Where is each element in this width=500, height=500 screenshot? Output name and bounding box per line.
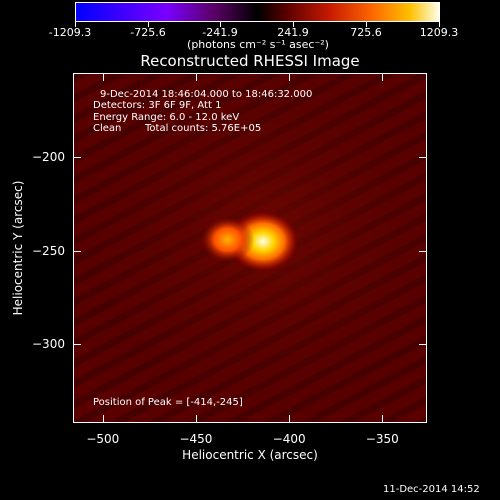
- x-tick-mark: [195, 415, 197, 423]
- colorbar-tick: [366, 22, 367, 27]
- y-tick-mark: [73, 344, 81, 346]
- colorbar-tick: [75, 22, 76, 27]
- y-tick-mark: [419, 157, 427, 159]
- colorbar-tick-label: 1209.3: [419, 26, 459, 39]
- colorbar-tick-label: -725.6: [130, 26, 166, 39]
- x-tick-mark: [195, 73, 197, 81]
- chart-title: Reconstructed RHESSI Image: [140, 52, 360, 70]
- y-tick-mark: [73, 250, 81, 252]
- x-tick-mark: [289, 415, 291, 423]
- y-tick-label: −300: [32, 337, 65, 352]
- time-range-annotation: 9-Dec-2014 18:46:04.000 to 18:46:32.000: [100, 89, 313, 100]
- timestamp: 11-Dec-2014 14:52: [383, 484, 480, 495]
- x-tick-label: −400: [272, 432, 306, 446]
- heatmap-image: [74, 74, 426, 422]
- colorbar-tick-label: 725.6: [350, 26, 382, 39]
- colorbar-tick: [439, 22, 440, 27]
- x-tick-label: −350: [365, 432, 399, 446]
- y-tick-mark: [419, 344, 427, 346]
- y-tick-mark: [419, 250, 427, 252]
- colorbar-tick-label: -1209.3: [48, 26, 92, 39]
- x-tick-mark: [102, 415, 104, 423]
- colorbar-tick: [148, 22, 149, 27]
- colorbar-tick-label: 241.9: [277, 26, 309, 39]
- colorbar-tick: [220, 22, 221, 27]
- colorbar: [75, 2, 440, 22]
- x-tick-mark: [102, 73, 104, 81]
- x-tick-label: −500: [86, 432, 120, 446]
- method-annotation: Clean: [93, 123, 122, 134]
- energy-range-annotation: Energy Range: 6.0 - 12.0 keV: [93, 112, 240, 123]
- y-tick-label: −250: [32, 243, 65, 258]
- plot-area: [73, 73, 427, 423]
- colorbar-tick: [293, 22, 294, 27]
- y-tick-label: −200: [32, 150, 65, 165]
- peak-position-annotation: Position of Peak = [-414,-245]: [93, 397, 243, 408]
- x-axis-label: Heliocentric X (arcsec): [182, 448, 318, 462]
- x-tick-mark: [382, 73, 384, 81]
- x-tick-mark: [382, 415, 384, 423]
- secondary-source: [200, 216, 255, 263]
- y-axis-label: Heliocentric Y (arcsec): [11, 180, 25, 316]
- colorbar-units: (photons cm⁻² s⁻¹ asec⁻²): [187, 38, 329, 51]
- detectors-annotation: Detectors: 3F 6F 9F, Att 1: [93, 100, 222, 111]
- total-counts-annotation: Total counts: 5.76E+05: [145, 123, 262, 134]
- y-tick-mark: [73, 157, 81, 159]
- x-tick-mark: [289, 73, 291, 81]
- colorbar-tick-label: -241.9: [202, 26, 238, 39]
- heatmap-sources: [200, 210, 300, 273]
- x-tick-label: −450: [179, 432, 213, 446]
